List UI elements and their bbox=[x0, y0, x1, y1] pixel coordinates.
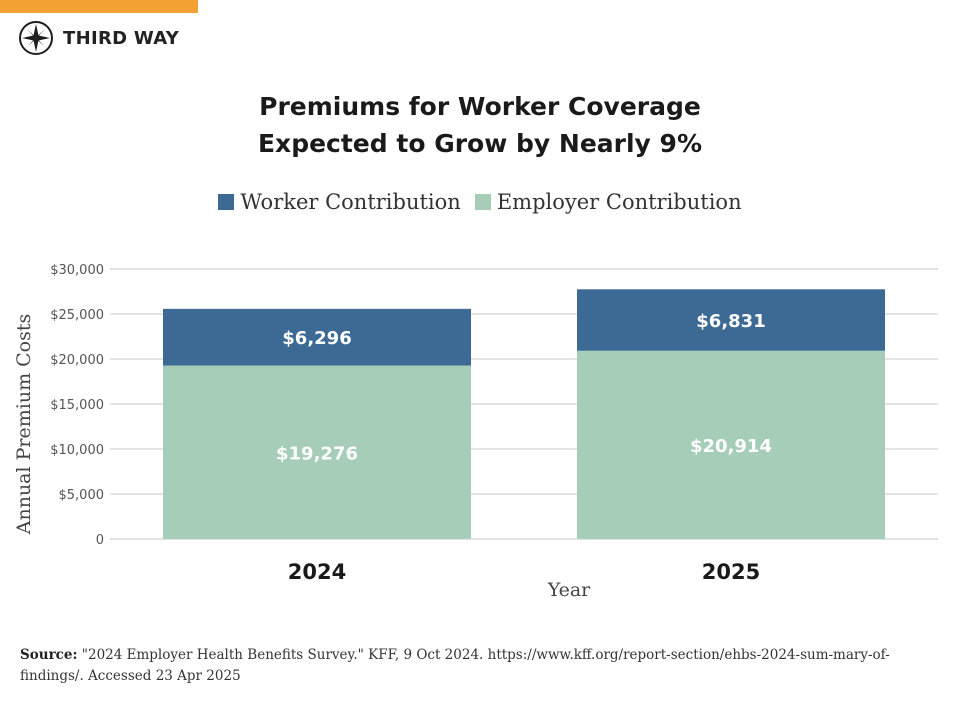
y-tick-label: $25,000 bbox=[50, 308, 104, 323]
x-axis-title: Year bbox=[547, 579, 591, 601]
x-category-label: 2024 bbox=[288, 560, 346, 584]
legend-label-employer: Employer Contribution bbox=[496, 190, 742, 214]
data-label-worker-2024: $6,296 bbox=[282, 328, 351, 349]
brand-name: THIRD WAY bbox=[63, 27, 180, 49]
legend-label-worker: Worker Contribution bbox=[240, 190, 461, 214]
y-tick-label: 0 bbox=[96, 533, 104, 548]
source-text: "2024 Employer Health Benefits Survey." … bbox=[20, 647, 890, 684]
source-label: Source: bbox=[20, 647, 78, 663]
chart-title-line-1: Premiums for Worker Coverage bbox=[259, 92, 701, 121]
y-tick-label: $5,000 bbox=[59, 488, 105, 503]
chart-legend: Worker Contribution Employer Contributio… bbox=[0, 190, 960, 214]
accent-bar bbox=[0, 0, 198, 13]
data-label-worker-2025: $6,831 bbox=[696, 311, 765, 332]
chart-title-line-2: Expected to Grow by Nearly 9% bbox=[257, 129, 703, 158]
bar-worker-2024 bbox=[163, 308, 471, 366]
chart-title: Premiums for Worker Coverage Expected to… bbox=[0, 88, 960, 162]
legend-swatch-employer bbox=[474, 194, 491, 210]
legend-item-worker: Worker Contribution bbox=[218, 190, 461, 214]
y-tick-label: $30,000 bbox=[50, 263, 104, 278]
bar-worker-2025 bbox=[577, 289, 885, 351]
y-axis-title: Annual Premium Costs bbox=[13, 314, 35, 536]
bar-employer-2024 bbox=[163, 365, 471, 539]
third-way-logo: THIRD WAY bbox=[18, 20, 179, 56]
source-note: Source: "2024 Employer Health Benefits S… bbox=[20, 645, 940, 687]
x-category-label: 2025 bbox=[702, 560, 760, 584]
legend-item-employer: Employer Contribution bbox=[474, 190, 742, 214]
y-tick-label: $15,000 bbox=[50, 398, 104, 413]
compass-icon bbox=[19, 21, 53, 55]
bar-employer-2025 bbox=[577, 350, 885, 539]
y-tick-label: $20,000 bbox=[50, 353, 104, 368]
y-tick-label: $10,000 bbox=[50, 443, 104, 458]
legend-swatch-worker bbox=[218, 194, 235, 210]
data-label-employer-2025: $20,914 bbox=[690, 436, 772, 457]
data-label-employer-2024: $19,276 bbox=[276, 443, 358, 464]
